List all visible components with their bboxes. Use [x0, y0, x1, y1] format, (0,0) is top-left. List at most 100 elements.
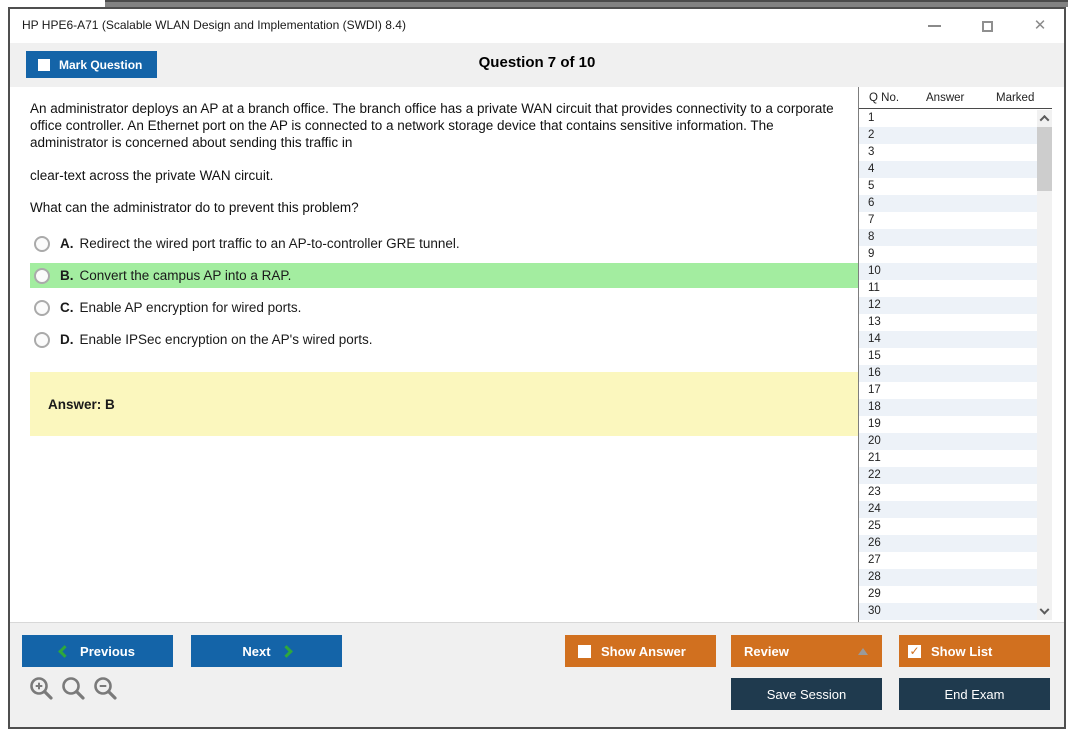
question-list-row[interactable]: 18: [859, 399, 1037, 416]
show-list-button[interactable]: ✓ Show List: [899, 635, 1050, 667]
footer-bar: Previous Next Show: [10, 622, 1064, 727]
question-number: 5: [868, 180, 875, 192]
save-session-button[interactable]: Save Session: [731, 678, 882, 710]
question-list-row[interactable]: 13: [859, 314, 1037, 331]
question-list-row[interactable]: 7: [859, 212, 1037, 229]
show-list-checkbox[interactable]: ✓: [908, 643, 921, 658]
question-number: 1: [868, 112, 875, 124]
question-list-row[interactable]: 23: [859, 484, 1037, 501]
answer-label: Answer: B: [48, 396, 115, 412]
option-text: Enable IPSec encryption on the AP's wire…: [79, 332, 373, 347]
question-list-row[interactable]: 25: [859, 518, 1037, 535]
option-letter: B.: [60, 268, 74, 283]
mark-question-label: Mark Question: [59, 57, 143, 72]
scrollbar-thumb[interactable]: [1037, 127, 1052, 191]
option-row-d[interactable]: D. Enable IPSec encryption on the AP's wi…: [30, 327, 860, 352]
question-list-row[interactable]: 11: [859, 280, 1037, 297]
question-list-row[interactable]: 1: [859, 110, 1037, 127]
mark-question-button[interactable]: Mark Question: [26, 51, 158, 78]
question-list-row[interactable]: 5: [859, 178, 1037, 195]
question-list-row[interactable]: 9: [859, 246, 1037, 263]
question-list-row[interactable]: 22: [859, 467, 1037, 484]
column-header-qno: Q No.: [869, 92, 900, 104]
question-list-row[interactable]: 17: [859, 382, 1037, 399]
question-number: 19: [868, 418, 881, 430]
question-list-row[interactable]: 10: [859, 263, 1037, 280]
question-number: 22: [868, 469, 881, 481]
option-radio[interactable]: [34, 235, 50, 252]
end-exam-button[interactable]: End Exam: [899, 678, 1050, 710]
minimize-icon: [927, 25, 941, 27]
option-text: Enable AP encryption for wired ports.: [79, 300, 302, 315]
window-controls: ✕: [926, 9, 1048, 43]
option-row-a[interactable]: A. Redirect the wired port traffic to an …: [30, 231, 860, 256]
question-list-row[interactable]: 19: [859, 416, 1037, 433]
question-number: 7: [868, 214, 875, 226]
option-radio[interactable]: [34, 299, 50, 316]
review-label: Review: [744, 643, 789, 659]
question-list-row[interactable]: 30: [859, 603, 1037, 620]
scroll-down-button[interactable]: [1037, 604, 1052, 620]
option-radio[interactable]: [34, 267, 50, 284]
question-list-row[interactable]: 3: [859, 144, 1037, 161]
zoom-out-icon[interactable]: [92, 675, 119, 702]
previous-button[interactable]: Previous: [22, 635, 173, 667]
previous-label: Previous: [80, 643, 135, 659]
save-session-label: Save Session: [766, 686, 847, 702]
question-number: 26: [868, 537, 881, 549]
review-button[interactable]: Review: [731, 635, 882, 667]
show-answer-button[interactable]: Show Answer: [565, 635, 716, 667]
question-list-row[interactable]: 28: [859, 569, 1037, 586]
question-number: 21: [868, 452, 881, 464]
mark-question-checkbox[interactable]: [38, 58, 50, 71]
question-number: 20: [868, 435, 881, 447]
zoom-reset-icon[interactable]: [60, 675, 87, 702]
option-radio[interactable]: [34, 331, 50, 348]
maximize-button[interactable]: [979, 18, 995, 34]
question-list-row[interactable]: 20: [859, 433, 1037, 450]
question-number: 24: [868, 503, 881, 515]
chevron-down-icon: [1039, 604, 1050, 615]
close-button[interactable]: ✕: [1032, 18, 1048, 34]
option-text: Redirect the wired port traffic to an AP…: [79, 236, 460, 251]
question-list-row[interactable]: 26: [859, 535, 1037, 552]
question-number: 23: [868, 486, 881, 498]
option-row-c[interactable]: C. Enable AP encryption for wired ports.: [30, 295, 860, 320]
question-list-row[interactable]: 14: [859, 331, 1037, 348]
question-number: 16: [868, 367, 881, 379]
question-list-row[interactable]: 8: [859, 229, 1037, 246]
background-window-edge: [105, 0, 1068, 7]
titlebar: HP HPE6-A71 (Scalable WLAN Design and Im…: [10, 9, 1064, 43]
close-icon: ✕: [1033, 17, 1047, 34]
next-button[interactable]: Next: [191, 635, 342, 667]
question-list-row[interactable]: 21: [859, 450, 1037, 467]
zoom-in-icon[interactable]: [28, 675, 55, 702]
question-number: 30: [868, 605, 881, 617]
question-list-row[interactable]: 29: [859, 586, 1037, 603]
option-row-b[interactable]: B. Convert the campus AP into a RAP.: [30, 263, 860, 288]
question-list-row[interactable]: 16: [859, 365, 1037, 382]
question-list-row[interactable]: 12: [859, 297, 1037, 314]
question-number: 15: [868, 350, 881, 362]
question-panel: An administrator deploys an AP at a bran…: [10, 87, 860, 622]
options-list: A. Redirect the wired port traffic to an …: [30, 231, 860, 352]
question-list-row[interactable]: 4: [859, 161, 1037, 178]
question-number: 29: [868, 588, 881, 600]
scroll-up-button[interactable]: [1037, 110, 1052, 126]
question-list-row[interactable]: 2: [859, 127, 1037, 144]
minimize-button[interactable]: [926, 18, 942, 34]
question-list-row[interactable]: 6: [859, 195, 1037, 212]
option-text: Convert the campus AP into a RAP.: [79, 268, 292, 283]
question-number: 27: [868, 554, 881, 566]
question-list-row[interactable]: 24: [859, 501, 1037, 518]
show-list-label: Show List: [931, 643, 993, 659]
question-list-header: Q No. Answer Marked: [859, 87, 1052, 109]
question-list-row[interactable]: 27: [859, 552, 1037, 569]
chevron-left-icon: [58, 644, 71, 658]
question-counter: Question 7 of 10: [478, 54, 596, 71]
question-list-scrollbar[interactable]: [1037, 110, 1052, 620]
question-paragraph: clear-text across the private WAN circui…: [30, 168, 274, 183]
show-answer-checkbox[interactable]: [578, 644, 591, 658]
question-list-row[interactable]: 15: [859, 348, 1037, 365]
